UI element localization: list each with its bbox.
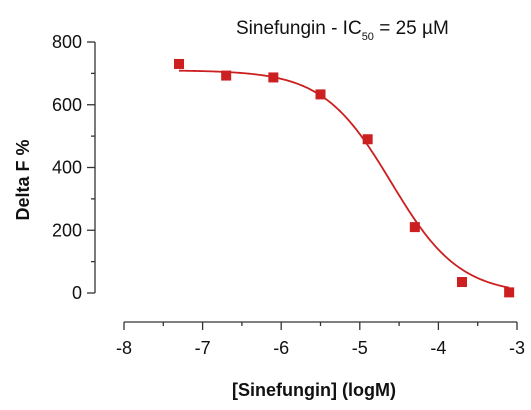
data-point-marker [456,277,467,288]
y-tick-label: 400 [52,158,82,178]
chart-title-prefix: Sinefungin - IC [236,18,362,39]
x-tick-label: -3 [509,338,525,358]
y-axis: 0 200 400 600 800 [52,32,96,303]
x-axis-title: [Sinefungin] (logM) [232,380,396,400]
x-tick-label: -5 [352,338,368,358]
data-point-marker [221,70,232,81]
x-tick-label: -8 [116,338,132,358]
data-point-marker [174,58,185,69]
chart-title-suffix: = 25 µM [374,18,449,39]
data-point-marker [315,89,326,100]
chart-title-subscript: 50 [362,31,374,43]
y-tick-label: 800 [52,32,82,52]
y-axis-title: Delta F % [13,139,33,220]
y-tick-label: 200 [52,220,82,240]
x-tick-label: -4 [430,338,446,358]
data-points-layer [174,58,515,298]
fit-curve-line [179,69,510,289]
data-point-marker [268,72,279,83]
x-tick-label: -7 [195,338,211,358]
data-point-marker [504,287,515,298]
data-point-marker [362,134,373,145]
x-axis: -8 -7 -6 -5 -4 -3 [116,321,525,358]
x-tick-label: -6 [273,338,289,358]
fit-curve-layer [179,69,510,289]
data-point-marker [409,222,420,233]
y-tick-label: 0 [72,283,82,303]
chart-title: Sinefungin - IC50 = 25 µM [236,18,449,43]
y-tick-label: 600 [52,95,82,115]
